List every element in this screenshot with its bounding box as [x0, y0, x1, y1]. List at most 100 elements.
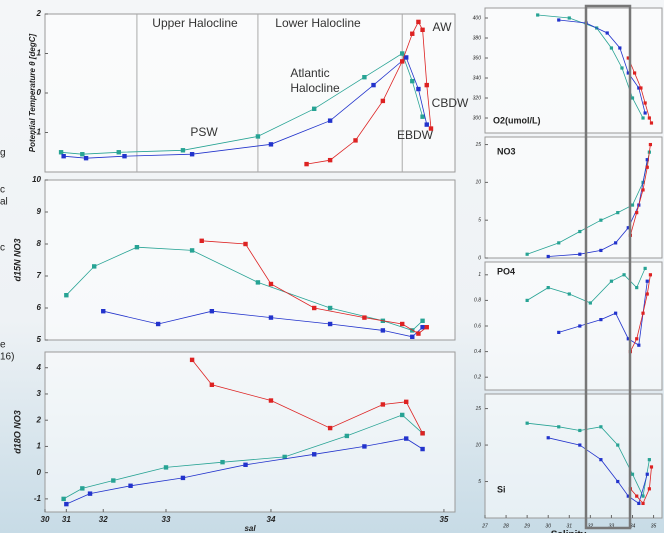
data-point: [420, 447, 424, 451]
data-point: [637, 344, 640, 347]
data-point: [400, 322, 404, 326]
data-point: [362, 315, 366, 319]
data-point: [650, 121, 653, 124]
data-point: [622, 273, 625, 276]
data-point: [578, 324, 581, 327]
y-tick-label: 0.4: [474, 349, 481, 355]
data-point: [599, 318, 602, 321]
data-point: [425, 122, 429, 126]
data-point: [381, 402, 385, 406]
y-tick-label: 15: [475, 406, 481, 412]
data-point: [648, 487, 651, 490]
annotation: Lower Halocline: [275, 16, 361, 30]
data-point: [650, 465, 653, 468]
data-point: [649, 273, 652, 276]
data-point: [135, 245, 139, 249]
data-point: [220, 460, 224, 464]
y-tick-label: -1: [34, 494, 42, 503]
data-point: [404, 55, 408, 59]
data-point: [568, 292, 571, 295]
data-point: [644, 267, 647, 270]
data-point: [269, 315, 273, 319]
data-point: [210, 309, 214, 313]
data-point: [631, 96, 634, 99]
data-point: [269, 398, 273, 402]
data-point: [641, 495, 644, 498]
data-point: [101, 309, 105, 313]
data-point: [80, 486, 84, 490]
annotation: PSW: [190, 125, 218, 139]
data-point: [648, 458, 651, 461]
data-point: [557, 425, 560, 428]
y-tick-label: 380: [473, 35, 482, 41]
data-point: [400, 59, 404, 63]
y-tick-label: 0.2: [474, 375, 481, 381]
data-point: [599, 249, 602, 252]
figure: gcalce16)-1012Potential Temperature θ [d…: [0, 0, 664, 533]
data-point: [328, 118, 332, 122]
annotation: Upper Halocline: [152, 16, 238, 30]
data-point: [578, 230, 581, 233]
data-point: [599, 219, 602, 222]
panel-label: O2(umol/L): [493, 115, 541, 125]
panel-label: Si: [497, 484, 506, 494]
y-tick-label: 10: [475, 180, 481, 186]
data-point: [635, 495, 638, 498]
y-tick-label: 2: [36, 415, 42, 424]
data-point: [64, 293, 68, 297]
x-tick-label: 31: [567, 523, 573, 529]
data-point: [61, 154, 65, 158]
data-point: [345, 434, 349, 438]
data-point: [117, 150, 121, 154]
data-point: [328, 306, 332, 310]
data-point: [425, 325, 429, 329]
data-point: [243, 242, 247, 246]
side-text: al: [0, 197, 8, 208]
x-tick-label: 29: [523, 523, 530, 529]
data-point: [557, 18, 560, 21]
y-tick-label: 5: [478, 479, 481, 485]
data-point: [353, 138, 357, 142]
data-point: [181, 476, 185, 480]
y-axis-label: d18O NO3: [12, 410, 22, 454]
x-tick-label: 31: [62, 515, 71, 524]
data-point: [111, 478, 115, 482]
y-tick-label: 8: [37, 239, 42, 248]
data-point: [256, 280, 260, 284]
data-point: [420, 115, 424, 119]
data-point: [641, 502, 644, 505]
data-point: [646, 292, 649, 295]
data-point: [190, 248, 194, 252]
y-tick-label: 1: [37, 442, 42, 451]
data-point: [610, 46, 613, 49]
data-point: [61, 497, 65, 501]
data-point: [641, 312, 644, 315]
data-point: [410, 79, 414, 83]
data-point: [589, 301, 592, 304]
y-tick-label: 5: [37, 335, 42, 344]
data-point: [80, 152, 84, 156]
x-axis-label: sal: [244, 524, 256, 533]
data-point: [128, 484, 132, 488]
data-point: [122, 154, 126, 158]
side-text: c: [0, 185, 5, 196]
data-point: [644, 101, 647, 104]
data-point: [84, 156, 88, 160]
data-point: [328, 158, 332, 162]
data-point: [59, 150, 63, 154]
data-point: [190, 358, 194, 362]
y-tick-label: 1: [37, 49, 42, 58]
y-tick-label: 1: [478, 272, 481, 278]
y-tick-label: 0.6: [474, 323, 481, 329]
data-point: [312, 306, 316, 310]
y-tick-label: 7: [37, 271, 42, 280]
data-point: [631, 473, 634, 476]
data-point: [429, 126, 433, 130]
data-point: [156, 322, 160, 326]
data-point: [404, 436, 408, 440]
data-point: [547, 436, 550, 439]
data-point: [649, 143, 652, 146]
data-point: [635, 286, 638, 289]
data-point: [328, 322, 332, 326]
data-point: [578, 443, 581, 446]
